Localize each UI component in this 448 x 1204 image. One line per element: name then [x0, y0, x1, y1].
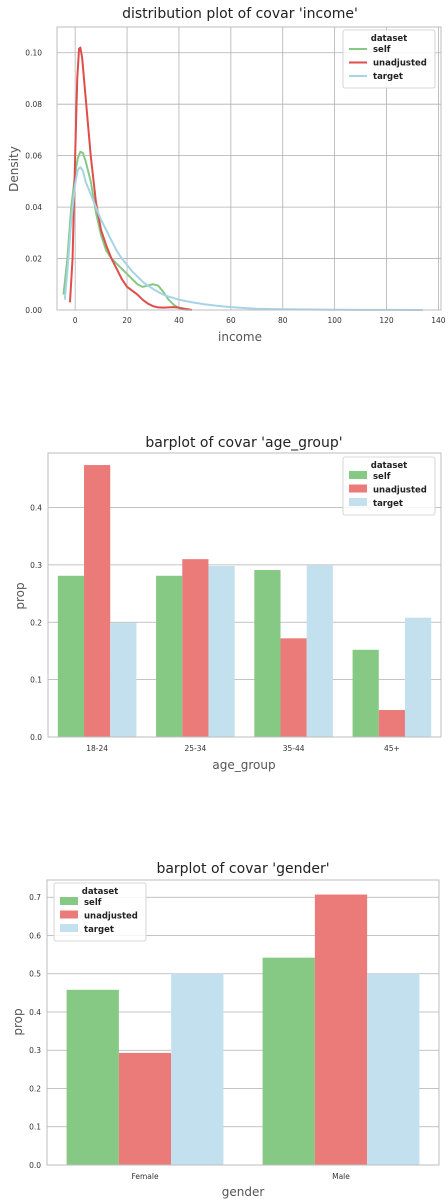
y-tick-label: 0.08	[25, 100, 42, 109]
bar-target-Female	[171, 973, 224, 1165]
legend-swatch-self	[349, 471, 367, 479]
bar-self-Male	[262, 957, 315, 1165]
bar-unadjusted-45+	[378, 710, 405, 737]
chart-title: distribution plot of covar 'income'	[122, 6, 358, 22]
y-tick-label: 0.2	[29, 1084, 41, 1093]
x-tick-label: 40	[174, 316, 184, 325]
x-tick-label: 35-44	[283, 744, 305, 753]
x-tick-label: 120	[379, 316, 394, 325]
legend-box	[342, 29, 436, 89]
legend-title: dataset	[82, 887, 119, 897]
legend-label-target: target	[373, 72, 403, 82]
age-group-bar-chart: barplot of covar 'age_group' age_group p…	[13, 435, 442, 772]
legend-label-self: self	[373, 472, 391, 482]
y-tick-label: 0.00	[25, 306, 42, 315]
series-line-target	[63, 166, 423, 311]
x-tick-label: 100	[327, 316, 342, 325]
bar-target-25-34	[208, 566, 235, 737]
legend-label-self: self	[373, 45, 391, 55]
legend-label-unadjusted: unadjusted	[373, 59, 427, 69]
legend-label-self: self	[84, 898, 102, 908]
bar-unadjusted-Female	[118, 1052, 172, 1165]
x-tick-label: 25-34	[184, 744, 206, 753]
bar-self-Female	[66, 989, 119, 1165]
legend-label-unadjusted: unadjusted	[84, 912, 138, 922]
chart-title: barplot of covar 'age_group'	[145, 435, 342, 451]
y-tick-label: 0.2	[30, 618, 42, 627]
y-axis-label: prop	[13, 582, 27, 609]
y-tick-label: 0.3	[29, 1046, 41, 1055]
x-tick-label: 0	[73, 316, 78, 325]
y-axis-label: Density	[7, 146, 21, 192]
x-tick-label: 60	[226, 316, 236, 325]
x-axis-label: income	[218, 330, 262, 344]
bar-unadjusted-18-24	[84, 465, 111, 737]
bar-self-45+	[352, 649, 379, 737]
chart-title: barplot of covar 'gender'	[156, 861, 329, 877]
bar-self-25-34	[156, 575, 183, 737]
y-tick-label: 0.06	[25, 152, 42, 161]
y-axis-label: prop	[11, 1008, 25, 1035]
y-tick-label: 0.02	[25, 255, 42, 264]
legend-swatch-unadjusted	[349, 484, 367, 493]
x-tick-label: 45+	[384, 744, 400, 753]
bar-self-35-44	[254, 570, 281, 737]
bar-unadjusted-35-44	[280, 638, 307, 737]
bar-target-Male	[367, 973, 420, 1165]
x-tick-label: 140	[431, 316, 446, 325]
x-tick-label: 80	[278, 316, 288, 325]
y-tick-label: 0.4	[30, 504, 42, 513]
legend-swatch-target	[349, 498, 367, 506]
x-axis-label: age_group	[212, 758, 275, 772]
legend-swatch-self	[60, 897, 78, 905]
y-tick-label: 0.04	[25, 203, 42, 212]
gender-bar-chart: barplot of covar 'gender' gender prop 0.…	[11, 861, 440, 1199]
y-tick-label: 0.0	[29, 1161, 41, 1170]
x-tick-label: 18-24	[86, 744, 108, 753]
y-tick-label: 0.3	[30, 561, 42, 570]
y-tick-label: 0.10	[25, 49, 42, 58]
x-tick-label: Male	[332, 1172, 350, 1181]
bar-unadjusted-Male	[314, 894, 368, 1165]
plot-frame	[46, 879, 440, 1166]
income-density-chart: distribution plot of covar 'income' inco…	[7, 6, 446, 344]
x-axis-label: gender	[222, 1185, 265, 1199]
legend-title: dataset	[371, 34, 408, 44]
legend-swatch-unadjusted	[60, 910, 78, 919]
legend-title: dataset	[371, 461, 408, 471]
bar-target-18-24	[110, 622, 137, 737]
legend-label-target: target	[373, 499, 403, 509]
bar-target-35-44	[306, 565, 333, 737]
y-tick-label: 0.0	[30, 733, 42, 742]
y-tick-label: 0.1	[30, 676, 42, 685]
bar-target-45+	[404, 617, 432, 737]
plot-frame	[56, 26, 442, 311]
y-tick-label: 0.6	[29, 931, 41, 940]
legend-swatch-target	[60, 924, 78, 932]
y-tick-label: 0.4	[29, 1008, 41, 1017]
plot-frame	[47, 452, 442, 738]
y-tick-label: 0.7	[29, 893, 41, 902]
x-tick-label: Female	[131, 1172, 159, 1181]
bar-unadjusted-25-34	[182, 559, 209, 737]
bar-self-18-24	[57, 575, 85, 737]
legend-label-target: target	[84, 925, 114, 935]
series-line-unadjusted	[68, 46, 193, 311]
y-tick-label: 0.1	[29, 1123, 41, 1132]
legend-label-unadjusted: unadjusted	[373, 486, 427, 496]
x-tick-label: 20	[122, 316, 132, 325]
y-tick-label: 0.5	[29, 970, 41, 979]
